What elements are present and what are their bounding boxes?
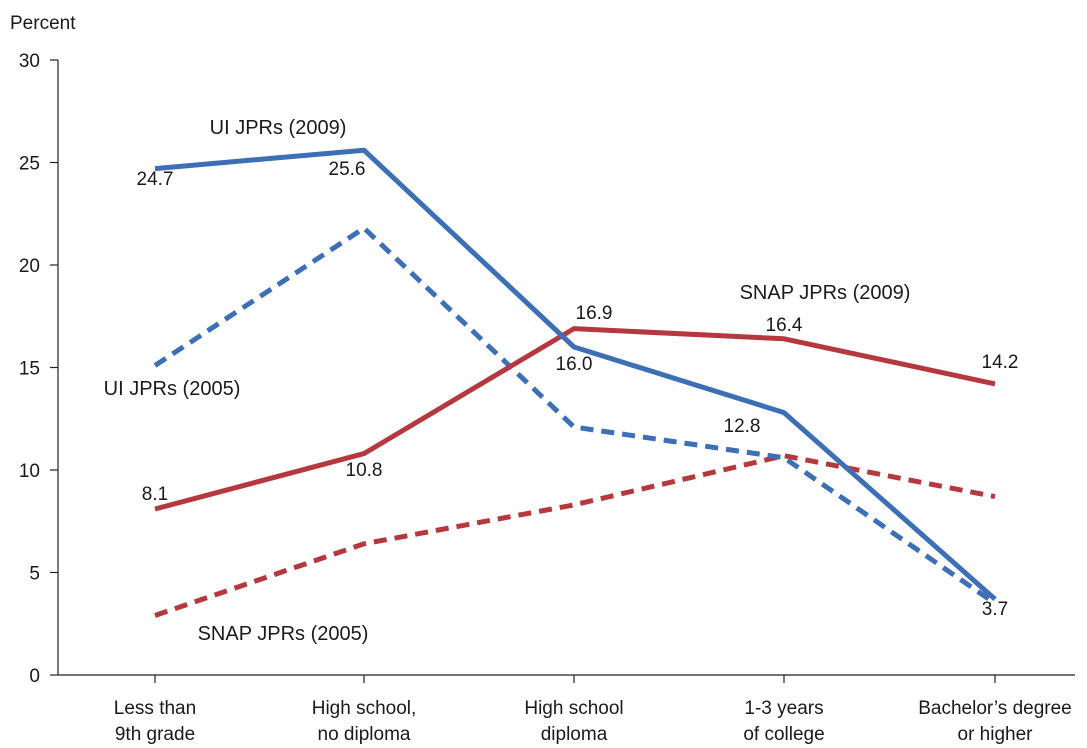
data-label: 14.2 (982, 352, 1019, 373)
y-tick-label: 25 (19, 154, 40, 175)
series-name-label: SNAP JPRs (2009) (740, 282, 911, 304)
x-tick-label: High school, no diploma (312, 698, 417, 745)
series-line-ui-jprs-2009 (154, 147, 997, 601)
series-line-snap-jprs-2009 (154, 326, 996, 512)
x-tick-label: High school diploma (524, 698, 623, 745)
data-label: 25.6 (329, 159, 366, 180)
data-label: 12.8 (724, 416, 761, 437)
data-label: 3.7 (982, 599, 1008, 620)
data-labels: 24.7 25.6 16.0 12.8 3.7 8.1 10.8 16.9 16.4 14.2 (137, 159, 1019, 620)
data-label: 10.8 (346, 460, 383, 481)
y-tick-label: 0 (29, 666, 40, 687)
y-tick-label: 20 (19, 256, 40, 277)
series-line-snap-jprs-2005 (154, 453, 996, 618)
y-tick-label: 10 (19, 461, 40, 482)
x-tick-label: 1-3 years of college (743, 698, 824, 745)
series-name-label: UI JPRs (2009) (210, 117, 347, 139)
y-tick-label: 5 (29, 564, 40, 585)
x-tick-label: Bachelor’s degree or higher (918, 698, 1072, 745)
y-tick-label: 30 (19, 51, 40, 72)
series-names: UI JPRs (2009) UI JPRs (2005) SNAP JPRs (2… (104, 117, 911, 645)
y-tick-label: 15 (19, 359, 40, 380)
y-axis-label: Percent (10, 13, 76, 34)
series-name-label: UI JPRs (2005) (104, 378, 241, 400)
data-label: 24.7 (137, 169, 174, 190)
data-label: 8.1 (142, 484, 168, 505)
data-label: 16.4 (766, 315, 803, 336)
data-label: 16.0 (556, 354, 593, 375)
x-tick-label: Less than 9th grade (114, 698, 196, 745)
series-name-label: SNAP JPRs (2005) (198, 623, 369, 645)
data-label: 16.9 (576, 303, 613, 324)
series-lines (153, 147, 997, 618)
axes: 0 5 10 15 20 25 30 Less than 9th grade High schoo… (19, 51, 1075, 745)
